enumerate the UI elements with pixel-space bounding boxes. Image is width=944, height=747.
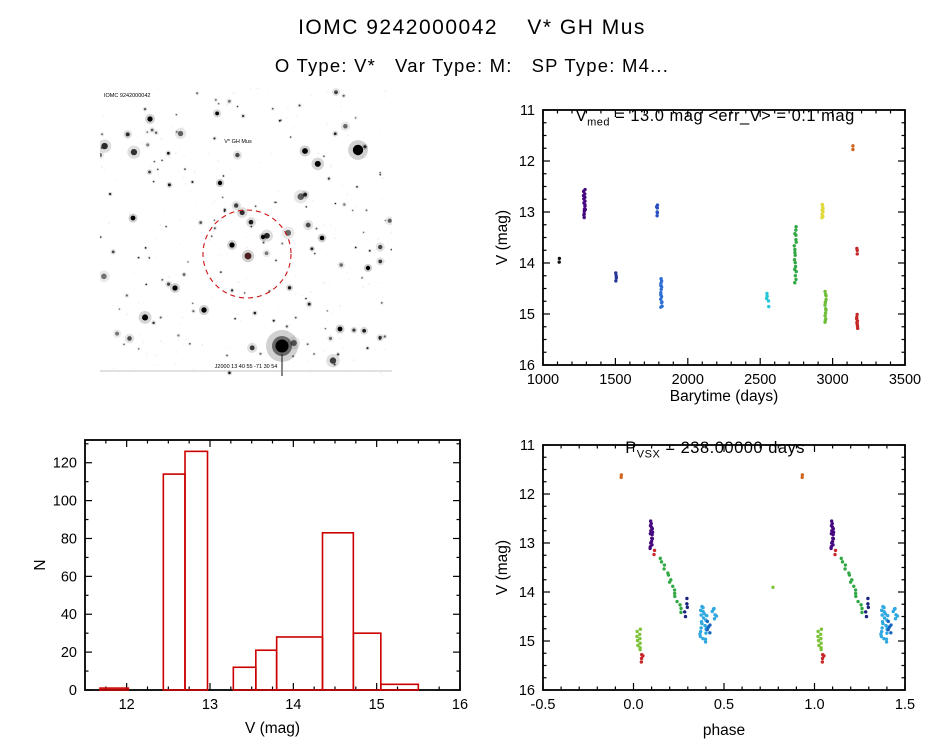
svg-text:80: 80 [61,531,77,547]
page-title: IOMC 9242000042 V* GH Mus [298,16,646,39]
lightcurve-title: Vmed = 13.0 mag <err_V> = 0.1 mag [500,88,910,147]
lightcurve-title-var: V [575,107,588,125]
svg-text:14: 14 [519,585,535,601]
svg-text:phase: phase [703,722,745,739]
svg-text:0.5: 0.5 [714,697,734,713]
svg-text:3500: 3500 [889,372,921,388]
svg-text:16: 16 [452,697,468,713]
svg-text:13: 13 [519,536,535,552]
svg-text:1000: 1000 [527,372,559,388]
svg-text:1500: 1500 [599,372,631,388]
svg-text:20: 20 [61,645,77,661]
phase-title-var: P [625,439,637,457]
svg-text:15: 15 [519,307,535,323]
svg-text:J2000 13 40 55 -71 30 54: J2000 13 40 55 -71 30 54 [215,364,278,370]
svg-text:40: 40 [61,607,77,623]
svg-text:14: 14 [285,697,301,713]
svg-text:16: 16 [519,358,535,374]
svg-text:13: 13 [202,697,218,713]
phase-title-subscript: VSX [636,448,661,461]
svg-text:120: 120 [53,456,77,472]
svg-text:60: 60 [61,569,77,585]
histogram-chart: 12 13 14 15 16 0 20 40 60 80 100 120 V (mag) N [32,439,468,737]
page-subtitle: O Type: V* Var Type: M: SP Type: M4... [274,55,670,76]
svg-text:15: 15 [519,634,535,650]
svg-text:15: 15 [369,697,385,713]
lightcurve-chart: 1000 1500 2000 2500 3000 3500 11 12 13 14 15 16 Bary… [494,103,921,405]
svg-text:V (mag): V (mag) [245,720,300,737]
svg-text:13: 13 [519,205,535,221]
svg-text:14: 14 [519,256,535,272]
phase-chart: -0.5 0.0 0.5 1.0 1.5 11 12 13 14 15 16 phase V (mag) [494,438,915,739]
svg-text:2500: 2500 [744,372,776,388]
svg-text:V (mag): V (mag) [494,540,511,595]
svg-text:12: 12 [519,487,535,503]
svg-text:V* GH Mus: V* GH Mus [224,139,252,145]
lightcurve-title-rest: = 13.0 mag <err_V> = 0.1 mag [610,107,855,125]
svg-text:11: 11 [520,438,535,454]
svg-text:IOMC 9242000042: IOMC 9242000042 [104,93,150,99]
svg-text:0: 0 [69,683,77,699]
svg-text:0.0: 0.0 [623,697,643,713]
svg-text:12: 12 [119,697,135,713]
lightcurve-title-subscript: med [587,116,611,129]
svg-text:2000: 2000 [672,372,704,388]
svg-text:1.0: 1.0 [804,697,824,713]
svg-text:100: 100 [53,494,77,510]
svg-text:3000: 3000 [816,372,848,388]
finder-chart-image: IOMC 9242000042 V* GH Mus J2000 13 40 55 -… [100,88,392,376]
svg-text:1.5: 1.5 [895,697,915,713]
svg-text:-0.5: -0.5 [531,697,556,713]
svg-text:16: 16 [519,683,535,699]
svg-text:12: 12 [519,154,535,170]
svg-text:Barytime (days): Barytime (days) [670,388,779,405]
svg-text:V (mag): V (mag) [494,210,511,265]
svg-text:11: 11 [520,103,535,119]
svg-text:N: N [32,559,49,570]
